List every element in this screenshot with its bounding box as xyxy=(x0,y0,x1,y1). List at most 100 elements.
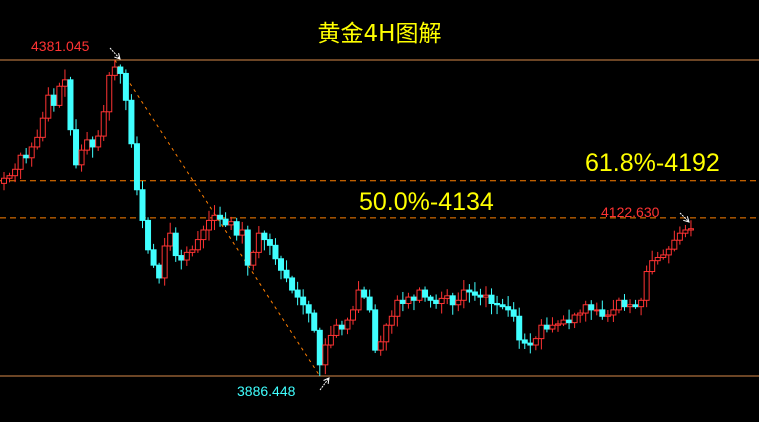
candle-down xyxy=(266,239,273,246)
candle-up xyxy=(255,232,262,253)
candle-down xyxy=(521,339,528,344)
high-price-label: 4381.045 xyxy=(31,38,90,54)
candle-up xyxy=(676,232,683,241)
candle-up xyxy=(455,299,462,306)
candle-up xyxy=(84,139,91,151)
candle-down xyxy=(261,232,268,241)
candle-up xyxy=(538,324,545,340)
candle-down xyxy=(23,154,30,159)
candle-up xyxy=(643,271,650,301)
candle-down xyxy=(527,342,534,346)
candle-down xyxy=(122,72,129,101)
candle-up xyxy=(250,251,257,266)
low-price-label: 3886.448 xyxy=(237,383,296,399)
candle-down xyxy=(294,289,301,298)
candle-down xyxy=(632,304,639,308)
candle-up xyxy=(111,66,118,76)
candle-down xyxy=(156,264,163,279)
candle-down xyxy=(73,129,80,166)
candle-up xyxy=(549,324,556,330)
candle-up xyxy=(56,85,63,106)
candle-up xyxy=(239,229,246,236)
candle-up xyxy=(532,338,539,346)
candle-up xyxy=(482,294,489,298)
candle-down xyxy=(128,99,135,145)
candle-up xyxy=(615,299,622,311)
candle-up xyxy=(344,319,351,330)
candle-down xyxy=(272,244,279,260)
candle-down xyxy=(505,306,512,311)
candle-down xyxy=(366,296,373,311)
candle-down xyxy=(621,299,628,308)
candle-up xyxy=(327,334,334,346)
candle-up xyxy=(460,289,467,301)
candle-down xyxy=(422,289,429,298)
candle-up xyxy=(39,117,46,138)
high-arrow-icon xyxy=(109,47,121,60)
candle-up xyxy=(194,239,201,251)
candle-down xyxy=(488,294,495,304)
candle-down xyxy=(50,94,57,106)
candle-up xyxy=(17,154,24,170)
candle-down xyxy=(410,296,417,301)
candle-up xyxy=(95,135,102,148)
candle-down xyxy=(289,277,296,291)
candle-up xyxy=(1,177,7,184)
low-arrow-icon xyxy=(319,377,330,391)
candle-down xyxy=(427,296,434,301)
candle-up xyxy=(555,323,561,326)
candle-down xyxy=(300,296,307,306)
candle-down xyxy=(117,66,124,74)
candle-down xyxy=(499,304,506,308)
candle-down xyxy=(543,324,550,330)
candle-down xyxy=(172,232,179,257)
candle-down xyxy=(510,309,517,317)
candle-up xyxy=(577,312,584,316)
candle-down xyxy=(178,255,185,261)
candle-down xyxy=(222,218,229,226)
candle-down xyxy=(372,309,379,351)
candle-down xyxy=(599,309,606,317)
candle-up xyxy=(671,239,678,250)
candle-up xyxy=(322,344,329,366)
last-arrow-icon xyxy=(679,212,690,223)
candle-up xyxy=(682,229,689,234)
candle-down xyxy=(338,324,345,330)
candle-up xyxy=(189,249,196,253)
candle-down xyxy=(311,312,318,331)
candle-up xyxy=(34,136,41,148)
candle-up xyxy=(78,149,85,166)
candle-up xyxy=(228,221,235,226)
candle-up xyxy=(6,175,13,179)
candle-up xyxy=(355,289,362,311)
candle-up xyxy=(416,289,423,301)
candle-up xyxy=(571,314,578,324)
candle-up xyxy=(106,74,113,113)
candle-down xyxy=(233,221,240,236)
candle-up xyxy=(205,219,212,231)
candle-up xyxy=(627,304,634,308)
candle-up xyxy=(200,229,207,241)
candle-up xyxy=(593,309,600,312)
candle-up xyxy=(649,260,656,273)
candle-down xyxy=(150,249,157,266)
candle-down xyxy=(217,214,224,220)
candle-up xyxy=(350,309,357,321)
low-arrow-icon-head xyxy=(323,377,330,385)
candle-down xyxy=(399,299,406,304)
candle-down xyxy=(588,304,595,311)
candle-up xyxy=(665,248,672,256)
candle-down xyxy=(449,295,456,306)
candle-up xyxy=(183,251,190,261)
candle-down xyxy=(466,289,473,293)
fib-618-label: 61.8%-4192 xyxy=(585,149,720,177)
candle-down xyxy=(67,79,74,131)
candle-up xyxy=(444,295,451,299)
candle-up xyxy=(161,245,168,279)
candle-down xyxy=(89,139,96,148)
high-arrow-icon-head xyxy=(114,53,121,60)
candle-down xyxy=(433,299,440,304)
candle-down xyxy=(566,319,573,324)
last-arrow-icon-head xyxy=(683,216,690,223)
candle-up xyxy=(100,111,107,137)
